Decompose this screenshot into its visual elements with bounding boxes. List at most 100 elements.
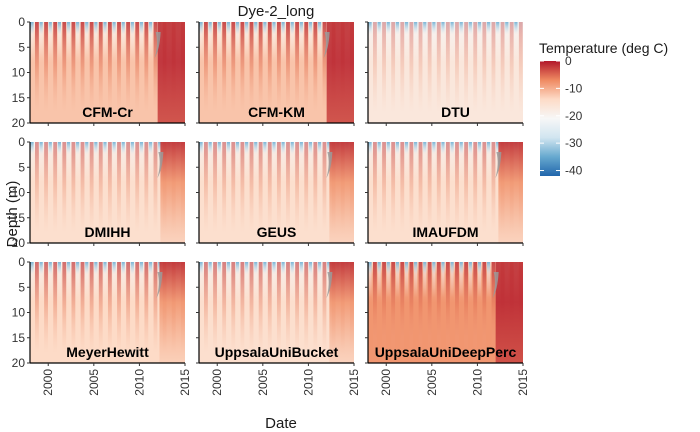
summer-warm-band <box>231 22 236 113</box>
winter-cold-band <box>76 142 80 178</box>
facet-panel-cfm-km: CFM-KM <box>196 21 355 126</box>
summer-warm-band <box>135 262 140 353</box>
winter-cold-band <box>121 262 125 298</box>
summer-warm-band <box>295 142 300 233</box>
missing-data-patch <box>326 152 333 178</box>
facet-panel-imaufdm: IMAUFDM <box>365 141 524 246</box>
summer-warm-band <box>80 142 85 233</box>
winter-cold-band <box>39 22 43 58</box>
winter-cold-band <box>317 142 322 178</box>
summer-warm-band <box>89 142 94 233</box>
winter-cold-band <box>377 262 381 298</box>
summer-warm-band <box>400 22 405 113</box>
winter-cold-band <box>386 22 390 58</box>
summer-warm-band <box>464 262 469 353</box>
winter-cold-band <box>441 142 445 178</box>
late-warm-region <box>326 22 354 123</box>
summer-warm-band <box>409 142 414 233</box>
summer-warm-band <box>427 262 432 353</box>
summer-warm-band <box>373 142 377 233</box>
winter-cold-band <box>217 262 221 298</box>
winter-cold-band <box>432 142 436 178</box>
winter-cold-band <box>386 142 390 178</box>
summer-warm-band <box>258 22 263 113</box>
summer-warm-band <box>117 142 121 233</box>
x-tick-label: 2015 <box>516 369 530 396</box>
summer-warm-band <box>373 262 377 353</box>
summer-warm-band <box>231 142 236 233</box>
y-tick-label: 5 <box>18 160 25 174</box>
summer-warm-band <box>35 22 39 113</box>
panel-label: CFM-KM <box>248 104 305 120</box>
panel-label: CFM-Cr <box>82 104 133 120</box>
summer-warm-band <box>249 22 254 113</box>
summer-warm-band <box>135 22 140 113</box>
summer-warm-band <box>249 142 254 233</box>
summer-warm-band <box>222 22 227 113</box>
winter-cold-band <box>66 142 71 178</box>
y-axis-title: Depth (m) <box>4 181 21 248</box>
summer-warm-band <box>509 22 514 113</box>
winter-cold-band <box>404 262 409 298</box>
colorbar-tick-label: -30 <box>565 136 583 150</box>
winter-cold-band <box>57 22 61 58</box>
winter-cold-band <box>272 142 276 178</box>
winter-cold-band <box>317 22 322 58</box>
summer-warm-band <box>313 142 318 233</box>
winter-cold-band <box>235 22 240 58</box>
winter-cold-band <box>66 22 71 58</box>
summer-warm-band <box>276 22 281 113</box>
winter-cold-band <box>299 22 303 58</box>
summer-warm-band <box>53 142 58 233</box>
winter-cold-band <box>281 262 285 298</box>
missing-data-patch <box>157 152 164 178</box>
winter-cold-band <box>450 22 454 58</box>
legend-title: Temperature (deg C) <box>539 40 668 56</box>
missing-data-patch <box>156 272 163 298</box>
winter-cold-band <box>66 262 71 298</box>
winter-cold-band <box>76 262 80 298</box>
summer-warm-band <box>44 22 48 113</box>
winter-cold-band <box>496 22 500 58</box>
winter-cold-band <box>272 262 276 298</box>
late-warm-region <box>495 262 523 363</box>
summer-warm-band <box>286 142 290 233</box>
x-tick-label: 2010 <box>470 369 484 396</box>
winter-cold-band <box>317 262 322 298</box>
winter-cold-band <box>217 142 221 178</box>
winter-cold-band <box>57 262 61 298</box>
panel-label: UppsalaUniDeepPerc <box>375 344 517 360</box>
summer-warm-band <box>71 142 76 233</box>
summer-warm-band <box>62 22 67 113</box>
winter-cold-band <box>130 262 134 298</box>
winter-cold-band <box>148 22 153 58</box>
colorbar-tick-label: -40 <box>565 164 583 178</box>
winter-cold-band <box>441 262 445 298</box>
summer-warm-band <box>464 22 469 113</box>
winter-cold-band <box>226 142 230 178</box>
summer-warm-band <box>213 22 217 113</box>
summer-warm-band <box>391 142 396 233</box>
winter-cold-band <box>245 262 249 298</box>
winter-cold-band <box>423 262 427 298</box>
winter-cold-band <box>112 262 116 298</box>
winter-cold-band <box>48 262 52 298</box>
winter-cold-band <box>404 142 409 178</box>
winter-cold-band <box>39 262 43 298</box>
winter-cold-band <box>368 22 372 58</box>
winter-cold-band <box>368 262 372 298</box>
summer-warm-band <box>482 142 487 233</box>
summer-warm-band <box>71 22 76 113</box>
winter-cold-band <box>386 262 390 298</box>
summer-warm-band <box>258 262 263 353</box>
summer-warm-band <box>473 262 478 353</box>
colorbar-legend: 0 -10 -20 -30 -40 <box>540 54 583 178</box>
x-tick-label: 2000 <box>41 369 55 396</box>
summer-warm-band <box>436 142 441 233</box>
summer-warm-band <box>518 22 523 113</box>
panel-label: DMIHH <box>85 224 131 240</box>
missing-data-patch <box>323 32 330 58</box>
winter-cold-band <box>263 262 267 298</box>
summer-warm-band <box>436 22 441 113</box>
